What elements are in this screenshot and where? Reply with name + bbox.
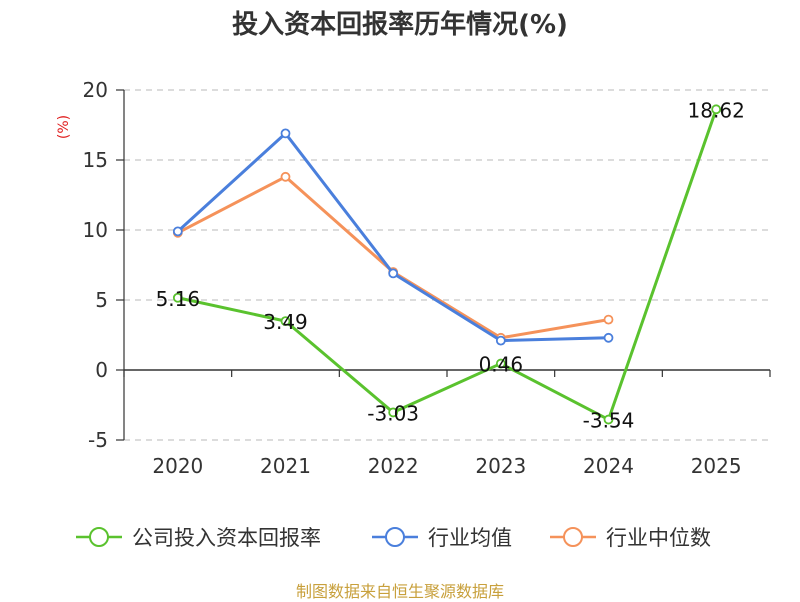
data-point: [280, 171, 291, 182]
data-point: [603, 332, 614, 343]
data-label: 18.62: [688, 98, 745, 122]
data-point: [603, 314, 614, 325]
legend-label: 行业中位数: [606, 526, 711, 550]
data-point: [172, 226, 183, 237]
series-line: [176, 131, 609, 343]
data-point: [711, 104, 722, 115]
series-line: [177, 175, 609, 340]
data-label: -3.54: [583, 409, 635, 433]
y-tick-label: -5: [88, 428, 108, 452]
source-note: 制图数据来自恒生聚源数据库: [295, 582, 504, 601]
x-tick-label: 2025: [691, 454, 742, 478]
data-point: [388, 268, 399, 279]
data-point: [603, 414, 614, 425]
data-label: 0.46: [479, 353, 524, 377]
x-tick-label: 2022: [368, 454, 419, 478]
data-point: [280, 128, 291, 139]
series-line: [177, 108, 718, 422]
data-label: 5.16: [156, 287, 201, 311]
x-tick-label: 2024: [583, 454, 634, 478]
legend-label: 公司投入资本回报率: [132, 526, 321, 550]
x-tick-label: 2023: [475, 454, 526, 478]
data-point: [495, 358, 506, 369]
legend-label: 行业均值: [428, 526, 512, 550]
data-point: [280, 316, 291, 327]
y-tick-label: 0: [95, 358, 108, 382]
chart-title: 投入资本回报率历年情况(%): [232, 10, 568, 40]
y-tick-label: 5: [95, 288, 108, 312]
legend-marker: [563, 527, 583, 547]
y-tick-label: 20: [83, 78, 108, 102]
legend-marker: [89, 527, 109, 547]
y-axis-label: (%): [56, 115, 72, 139]
y-tick-label: 15: [83, 148, 108, 172]
data-label: 3.49: [263, 310, 308, 334]
x-tick-label: 2021: [260, 454, 311, 478]
data-point: [495, 335, 506, 346]
data-point: [172, 292, 183, 303]
y-tick-label: 10: [83, 218, 108, 242]
x-tick-label: 2020: [152, 454, 203, 478]
data-point: [388, 407, 399, 418]
data-label: -3.03: [367, 401, 419, 425]
legend-marker: [385, 527, 405, 547]
